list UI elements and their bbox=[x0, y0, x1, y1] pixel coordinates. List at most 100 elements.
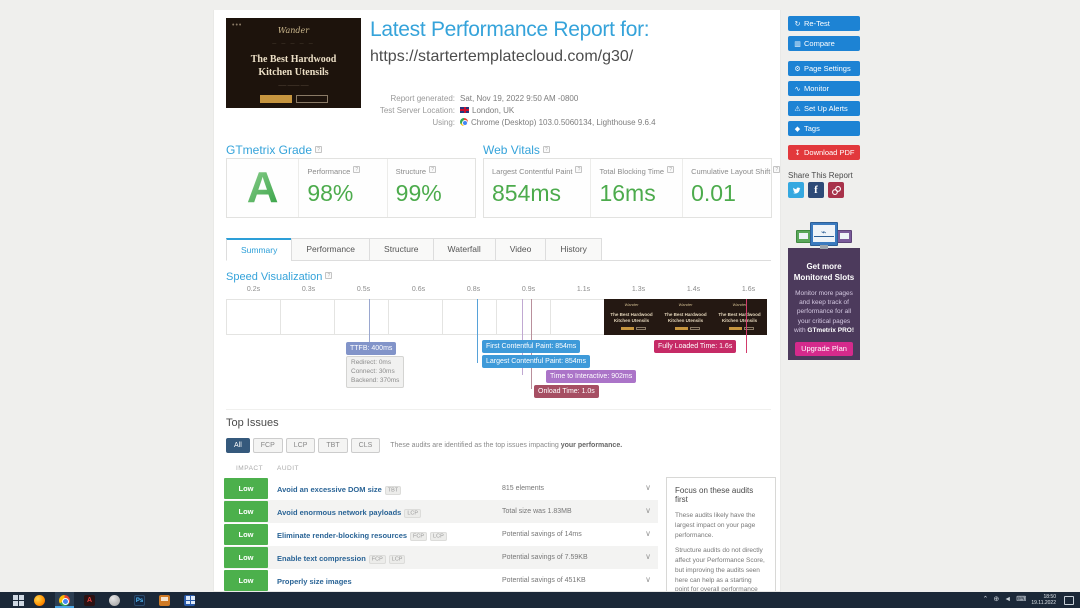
audit-name: Properly size images bbox=[277, 577, 352, 586]
compare-icon: ▥ bbox=[794, 41, 801, 48]
taskbar-orange-app-icon[interactable] bbox=[155, 592, 174, 608]
taskbar-clock[interactable]: 18:50 19.11.2022 bbox=[1031, 593, 1056, 607]
speedviz-filmstrip: Wander The Best Hardwood Kitchen Utensils… bbox=[226, 299, 767, 335]
page-settings-button[interactable]: ⚙ Page Settings bbox=[788, 61, 860, 76]
fcp-badge: First Contentful Paint: 854ms bbox=[482, 340, 581, 353]
vitals-section-title: Web Vitals? bbox=[483, 143, 550, 157]
meta-value-location: London, UK bbox=[460, 106, 514, 115]
help-icon[interactable]: ? bbox=[542, 146, 550, 153]
gear-icon: ⚙ bbox=[794, 66, 801, 73]
help-icon[interactable]: ? bbox=[429, 166, 437, 173]
audit-value: Total size was 1.83MB bbox=[502, 508, 572, 515]
tags-button[interactable]: ◆ Tags bbox=[788, 121, 860, 136]
chevron-down-icon[interactable]: ∨ bbox=[645, 529, 651, 538]
filmstrip-frame bbox=[226, 299, 281, 335]
set-up-alerts-button[interactable]: ⚠ Set Up Alerts bbox=[788, 101, 860, 116]
structure-score-cell: Structure? 99% bbox=[386, 159, 475, 217]
copy-link-share-button[interactable] bbox=[828, 182, 844, 198]
taskbar-adobe-red-icon[interactable]: A bbox=[80, 592, 99, 608]
audit-value: 815 elements bbox=[502, 485, 545, 492]
thumb-subtext: —— ——— —— bbox=[278, 82, 309, 87]
tray-network-icon[interactable]: ⊕ bbox=[993, 596, 1000, 603]
filmstrip-frame-loaded: Wander The Best Hardwood Kitchen Utensils bbox=[712, 299, 767, 335]
tab-structure[interactable]: Structure bbox=[369, 238, 434, 261]
tab-summary[interactable]: Summary bbox=[226, 238, 293, 261]
help-icon[interactable]: ? bbox=[353, 166, 361, 173]
tray-chevron-icon[interactable]: ⌃ bbox=[982, 596, 989, 603]
structure-score-value: 99% bbox=[395, 180, 442, 206]
help-icon[interactable]: ? bbox=[325, 272, 333, 279]
thumb-menu-dots: ••• bbox=[232, 22, 243, 29]
audit-row[interactable]: Low Avoid an excessive DOM size TBT 815 e… bbox=[224, 477, 658, 500]
tab-video[interactable]: Video bbox=[494, 238, 547, 261]
lcp-badge: Largest Contentful Paint: 854ms bbox=[482, 355, 591, 368]
taskbar-chrome-icon[interactable] bbox=[55, 592, 74, 608]
pulse-icon: ∿ bbox=[794, 86, 801, 93]
filmstrip-frame bbox=[280, 299, 335, 335]
grade-letter: A bbox=[246, 163, 279, 212]
chevron-down-icon[interactable]: ∨ bbox=[645, 483, 651, 492]
filmstrip-frame bbox=[550, 299, 605, 335]
chevron-down-icon[interactable]: ∨ bbox=[645, 506, 651, 515]
audit-value: Potential savings of 14ms bbox=[502, 531, 582, 538]
audit-row[interactable]: Low Enable text compression FCP LCP Potent… bbox=[224, 546, 658, 569]
taskbar-gimp-icon[interactable] bbox=[105, 592, 124, 608]
thumb-site-logo: Wander bbox=[277, 26, 310, 35]
filter-all[interactable]: All bbox=[226, 438, 250, 453]
vitals-box: Largest Contentful Paint? 854ms Total Bl… bbox=[483, 158, 780, 218]
tray-keyboard-icon[interactable]: ⌨ bbox=[1016, 596, 1027, 603]
filmstrip-frame bbox=[442, 299, 497, 335]
audit-table: Low Avoid an excessive DOM size TBT 815 e… bbox=[224, 477, 658, 591]
audit-name: Enable text compression FCP LCP bbox=[277, 554, 406, 564]
meta-label-using: Using: bbox=[432, 117, 455, 127]
tab-waterfall[interactable]: Waterfall bbox=[432, 238, 496, 261]
help-icon[interactable]: ? bbox=[575, 166, 583, 173]
ttfb-marker-line bbox=[369, 299, 370, 343]
audit-value: Potential savings of 451KB bbox=[502, 577, 586, 584]
audit-name: Eliminate render-blocking resources FCP LC… bbox=[277, 531, 447, 541]
twitter-share-button[interactable] bbox=[788, 182, 804, 198]
taskbar-photoshop-icon[interactable]: Ps bbox=[130, 592, 149, 608]
filter-cls[interactable]: CLS bbox=[350, 438, 381, 453]
audit-row[interactable]: Low Properly size images Potential savin… bbox=[224, 569, 658, 591]
notification-center-icon[interactable] bbox=[1064, 595, 1074, 605]
taskbar-blue-app-icon[interactable] bbox=[180, 592, 199, 608]
cls-cell: Cumulative Layout Shift? 0.01 bbox=[682, 159, 780, 217]
upgrade-ad-box: Get more Monitored Slots Monitor more pa… bbox=[788, 248, 860, 360]
upgrade-plan-button[interactable]: Upgrade Plan bbox=[795, 341, 853, 356]
col-impact: IMPACT bbox=[236, 465, 264, 472]
facebook-share-button[interactable]: f bbox=[808, 182, 824, 198]
metric-tag: TBT bbox=[384, 485, 402, 495]
metric-tag: LCP bbox=[388, 554, 406, 564]
help-icon[interactable]: ? bbox=[667, 166, 675, 173]
chevron-down-icon[interactable]: ∨ bbox=[645, 552, 651, 561]
tab-performance[interactable]: Performance bbox=[291, 238, 371, 261]
audit-value: Potential savings of 7.59KB bbox=[502, 554, 588, 561]
audit-row[interactable]: Low Avoid enormous network payloads LCP T… bbox=[224, 500, 658, 523]
fully-loaded-marker-line bbox=[746, 299, 747, 353]
col-audit: AUDIT bbox=[277, 465, 299, 472]
download-pdf-button[interactable]: ↧ Download PDF bbox=[788, 145, 860, 160]
audit-row[interactable]: Low Eliminate render-blocking resources F… bbox=[224, 523, 658, 546]
tti-badge: Time to Interactive: 902ms bbox=[546, 370, 637, 383]
focus-box: Focus on these audits first These audits… bbox=[666, 477, 776, 591]
filter-lcp[interactable]: LCP bbox=[285, 438, 316, 453]
tray-speaker-icon[interactable]: ◄ bbox=[1004, 596, 1012, 603]
fcp-lcp-marker-line bbox=[477, 299, 478, 363]
help-icon[interactable]: ? bbox=[315, 146, 323, 153]
taskbar-firefox-icon[interactable] bbox=[30, 592, 49, 608]
filmstrip-frame bbox=[496, 299, 551, 335]
retest-button[interactable]: ↻ Re-Test bbox=[788, 16, 860, 31]
report-url-link[interactable]: https://startertemplatecloud.com/g30/ bbox=[370, 48, 634, 65]
filter-fcp[interactable]: FCP bbox=[252, 438, 283, 453]
filters-description: These audits are identified as the top i… bbox=[390, 442, 623, 449]
ad-body-text: Monitor more pages and keep track of per… bbox=[794, 289, 854, 335]
monitor-button[interactable]: ∿ Monitor bbox=[788, 81, 860, 96]
help-icon[interactable]: ? bbox=[773, 166, 780, 173]
tab-history[interactable]: History bbox=[545, 238, 602, 261]
grade-section-title: GTmetrix Grade? bbox=[226, 143, 323, 157]
compare-button[interactable]: ▥ Compare bbox=[788, 36, 860, 51]
start-button[interactable] bbox=[13, 594, 24, 606]
chevron-down-icon[interactable]: ∨ bbox=[645, 575, 651, 584]
filter-tbt[interactable]: TBT bbox=[318, 438, 348, 453]
